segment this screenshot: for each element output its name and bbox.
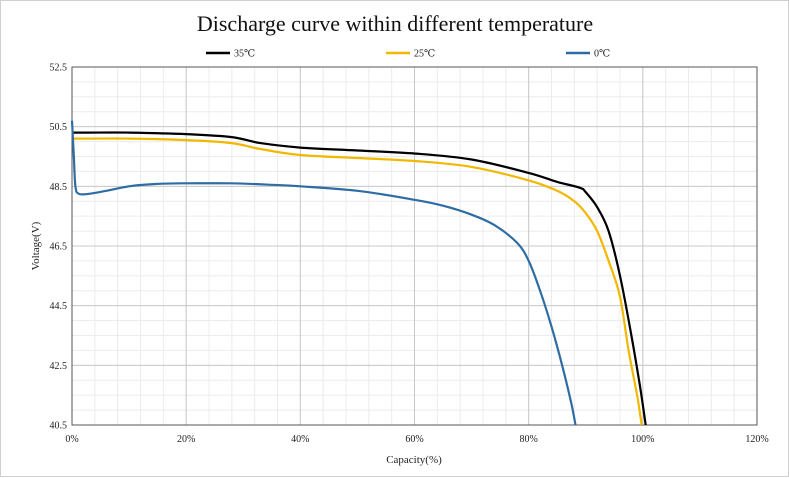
y-tick-label: 46.5 bbox=[50, 242, 68, 253]
series-line-35℃ bbox=[72, 131, 647, 426]
x-tick-label: 80% bbox=[519, 434, 537, 445]
legend-label: 0℃ bbox=[594, 49, 610, 60]
series-lines bbox=[70, 120, 647, 426]
y-tick-label: 50.5 bbox=[50, 122, 68, 133]
legend-label: 25℃ bbox=[414, 49, 435, 60]
legend: 35℃ 25℃ 0℃ bbox=[206, 49, 610, 60]
gridlines bbox=[71, 66, 758, 426]
series-line-0℃ bbox=[70, 120, 577, 426]
tick-labels: 0% 20% 40% 60% 80% 100% 120% 40.5 42.5 44.5 46.5 48… bbox=[50, 63, 769, 446]
x-tick-label: 60% bbox=[405, 434, 423, 445]
plot-area-border bbox=[71, 66, 758, 426]
axes bbox=[71, 66, 758, 426]
y-tick-label: 44.5 bbox=[50, 301, 68, 312]
legend-label: 35℃ bbox=[234, 49, 255, 60]
y-tick-label: 52.5 bbox=[50, 63, 68, 74]
y-tick-label: 40.5 bbox=[50, 421, 68, 432]
x-tick-label: 120% bbox=[745, 434, 768, 445]
y-axis-label: Voltage(V) bbox=[30, 221, 42, 270]
y-tick-label: 42.5 bbox=[50, 361, 68, 372]
x-tick-label: 20% bbox=[177, 434, 195, 445]
x-tick-label: 0% bbox=[65, 434, 78, 445]
series-line-25℃ bbox=[72, 137, 643, 426]
x-tick-label: 100% bbox=[631, 434, 654, 445]
y-tick-label: 48.5 bbox=[50, 182, 68, 193]
x-tick-label: 40% bbox=[291, 434, 309, 445]
chart-title: Discharge curve within different tempera… bbox=[197, 11, 593, 36]
x-axis-label: Capacity(%) bbox=[386, 454, 442, 466]
